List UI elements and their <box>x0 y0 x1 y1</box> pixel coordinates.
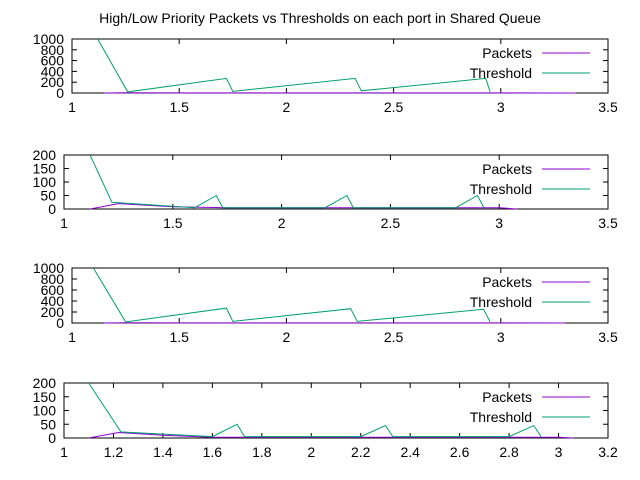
y-tick-label: 400 <box>41 293 65 309</box>
y-tick-label: 50 <box>40 188 56 204</box>
y-tick-label: 400 <box>41 63 65 79</box>
x-tick-label: 2.6 <box>450 444 470 460</box>
x-tick-label: 3.5 <box>598 329 618 345</box>
x-tick-label: 3 <box>495 215 503 231</box>
legend-label-packets: Packets <box>482 274 532 290</box>
x-tick-label: 2.5 <box>384 329 404 345</box>
y-tick-label: 100 <box>33 403 57 419</box>
x-tick-label: 2 <box>283 329 291 345</box>
y-tick-label: 150 <box>33 389 57 405</box>
x-tick-label: 1 <box>60 444 68 460</box>
series-line-threshold <box>92 267 491 323</box>
legend-label-threshold: Threshold <box>470 409 532 425</box>
x-tick-label: 2.5 <box>381 215 401 231</box>
x-tick-label: 1.5 <box>163 215 183 231</box>
y-tick-label: 0 <box>56 315 64 331</box>
y-tick-label: 200 <box>33 375 57 391</box>
y-tick-label: 0 <box>56 85 64 101</box>
x-tick-label: 2.8 <box>499 444 519 460</box>
y-tick-label: 1000 <box>33 260 64 276</box>
x-tick-label: 2 <box>278 215 286 231</box>
x-tick-label: 2.5 <box>384 99 404 115</box>
x-tick-label: 1.5 <box>169 99 189 115</box>
y-tick-label: 50 <box>40 416 56 432</box>
y-tick-label: 150 <box>33 161 57 177</box>
legend-label-threshold: Threshold <box>470 294 532 310</box>
chart-panel-4: 1 1.2 1.4 1.6 1.8 2 2.2 2.4 2.6 2.8 3 3.2 0501001502… <box>33 375 618 460</box>
x-tick-label: 1 <box>68 99 76 115</box>
y-tick-label: 100 <box>33 174 57 190</box>
x-tick-label: 1.5 <box>169 329 189 345</box>
y-tick-label: 200 <box>41 304 65 320</box>
legend-label-packets: Packets <box>482 161 532 177</box>
x-tick-label: 1.4 <box>153 444 173 460</box>
x-tick-label: 3 <box>555 444 563 460</box>
y-tick-label: 0 <box>48 201 56 217</box>
series-line-packets <box>88 431 574 439</box>
legend-label-packets: Packets <box>482 389 532 405</box>
x-tick-label: 3 <box>497 99 505 115</box>
y-tick-label: 0 <box>48 430 56 446</box>
y-tick-label: 600 <box>41 282 65 298</box>
x-tick-label: 1.8 <box>252 444 272 460</box>
y-tick-label: 200 <box>41 74 65 90</box>
x-tick-label: 2 <box>307 444 315 460</box>
x-tick-label: 3.5 <box>598 215 618 231</box>
x-tick-label: 2.4 <box>400 444 420 460</box>
x-tick-label: 1.6 <box>203 444 223 460</box>
y-tick-label: 800 <box>41 271 65 287</box>
x-tick-label: 1 <box>68 329 76 345</box>
series-line-threshold <box>88 382 542 438</box>
x-tick-label: 3.5 <box>598 99 618 115</box>
x-tick-label: 3 <box>497 329 505 345</box>
y-tick-label: 1000 <box>33 31 64 47</box>
x-tick-label: 1 <box>60 215 68 231</box>
series-line-threshold <box>89 154 485 209</box>
y-tick-label: 600 <box>41 53 65 69</box>
x-tick-label: 2 <box>283 99 291 115</box>
y-tick-label: 800 <box>41 42 65 58</box>
legend-label-threshold: Threshold <box>470 181 532 197</box>
x-tick-label: 1.2 <box>104 444 124 460</box>
y-tick-label: 200 <box>33 147 57 163</box>
x-tick-label: 3.2 <box>598 444 618 460</box>
chart-title: High/Low Priority Packets vs Thresholds … <box>99 10 541 26</box>
x-tick-label: 2.2 <box>351 444 371 460</box>
series-line-threshold <box>97 38 491 93</box>
legend-label-threshold: Threshold <box>470 65 532 81</box>
legend-label-packets: Packets <box>482 45 532 61</box>
